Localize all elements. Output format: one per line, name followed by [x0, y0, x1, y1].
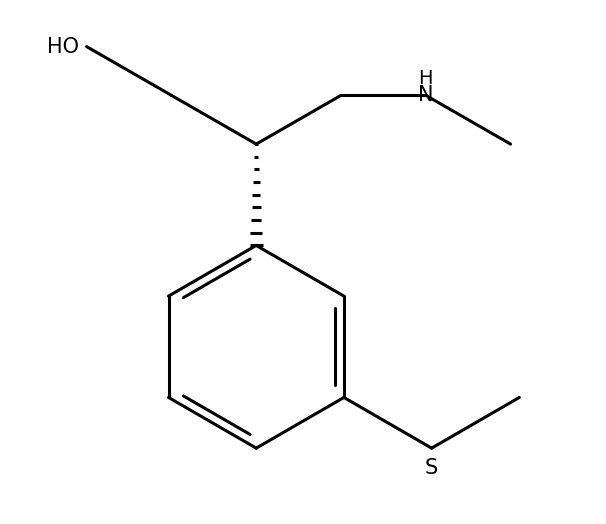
Text: S: S [425, 458, 438, 478]
Text: H: H [419, 69, 433, 88]
Text: N: N [418, 85, 433, 105]
Text: HO: HO [47, 37, 79, 57]
